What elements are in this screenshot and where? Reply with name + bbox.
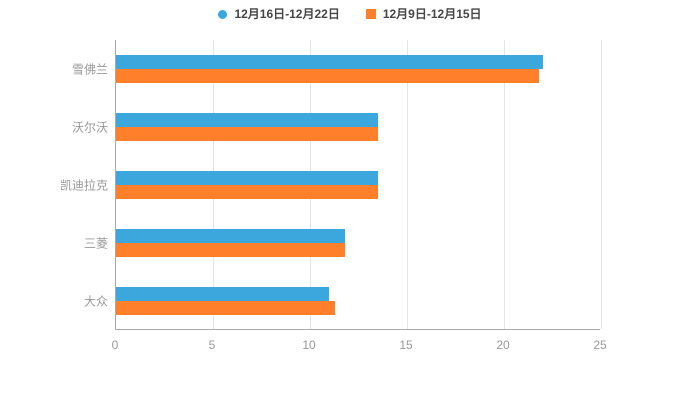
category-label-沃尔沃: 沃尔沃 — [71, 120, 108, 135]
gridline — [407, 40, 408, 329]
bar-series2-雪佛兰[interactable] — [116, 69, 539, 83]
bar-series1-凯迪拉克[interactable] — [116, 171, 378, 185]
gridline — [504, 40, 505, 329]
category-label-凯迪拉克: 凯迪拉克 — [59, 178, 108, 193]
bar-series2-凯迪拉克[interactable] — [116, 185, 378, 199]
x-tick-label-15: 15 — [399, 338, 413, 352]
plot-area — [115, 40, 602, 330]
bar-series1-三菱[interactable] — [116, 229, 345, 243]
bar-series1-雪佛兰[interactable] — [116, 55, 543, 69]
chart-legend: 12月16日-12月22日 12月9日-12月15日 — [0, 8, 700, 20]
legend-label: 12月9日-12月15日 — [382, 7, 482, 21]
x-tick-label-0: 0 — [111, 338, 119, 352]
legend-item-0[interactable]: 12月16日-12月22日 — [218, 7, 340, 21]
x-tick-label-10: 10 — [302, 338, 316, 352]
x-tick-label-20: 20 — [496, 338, 510, 352]
bar-series1-沃尔沃[interactable] — [116, 113, 378, 127]
legend-circle-icon — [218, 9, 228, 19]
bar-series2-大众[interactable] — [116, 301, 336, 315]
x-tick-label-25: 25 — [593, 338, 607, 352]
category-label-大众: 大众 — [83, 294, 108, 309]
legend-item-1[interactable]: 12月9日-12月15日 — [365, 7, 482, 21]
gridline — [601, 40, 602, 329]
x-tick-label-5: 5 — [208, 338, 216, 352]
category-label-三菱: 三菱 — [83, 236, 108, 251]
bar-series2-沃尔沃[interactable] — [116, 127, 378, 141]
category-label-雪佛兰: 雪佛兰 — [71, 62, 108, 77]
legend-label: 12月16日-12月22日 — [234, 7, 340, 21]
legend-square-icon — [365, 9, 376, 19]
bar-series2-三菱[interactable] — [116, 243, 345, 257]
bar-series1-大众[interactable] — [116, 287, 330, 301]
